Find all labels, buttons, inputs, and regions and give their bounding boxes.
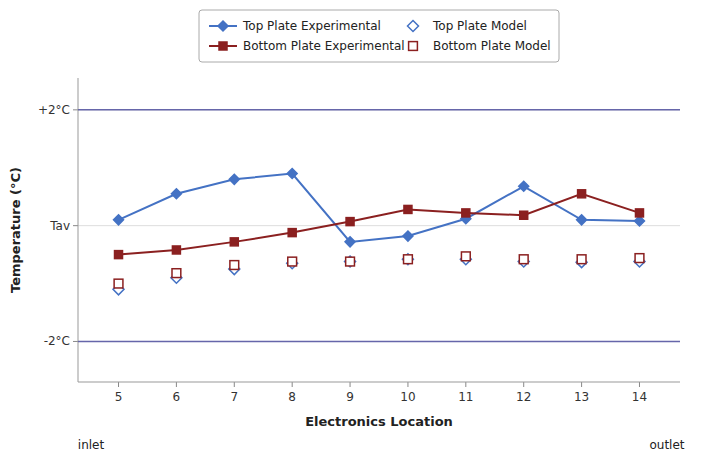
legend-entry: Top Plate Model <box>432 19 527 33</box>
x-tick <box>118 382 119 387</box>
legend-marker <box>409 42 418 51</box>
annotation: outlet <box>649 438 684 452</box>
x-tick <box>581 382 582 387</box>
legend: Top Plate Experimental Bottom Plate Exper… <box>199 10 559 62</box>
grid-line <box>78 341 680 342</box>
legend-marker <box>219 42 227 50</box>
point <box>346 218 354 226</box>
point <box>520 211 528 219</box>
x-tick <box>639 382 640 387</box>
point <box>577 255 586 264</box>
chart: +2°C Tav -2°C 5 6 7 8 9 10 11 12 13 14 Electronics Lo… <box>0 0 702 459</box>
x-axis <box>78 382 680 383</box>
point <box>345 256 356 267</box>
x-tick <box>407 382 408 387</box>
point <box>171 189 181 199</box>
y-axis <box>78 78 79 382</box>
point <box>345 237 355 247</box>
point <box>462 209 470 217</box>
point <box>229 174 239 184</box>
series <box>115 190 644 259</box>
reference-line <box>78 109 680 111</box>
x-tick-label: 5 <box>115 390 123 404</box>
point <box>288 229 296 237</box>
legend-box <box>199 10 559 62</box>
point <box>115 251 123 259</box>
legend-marker <box>408 21 419 32</box>
point <box>287 169 297 179</box>
x-tick-label: 8 <box>288 390 296 404</box>
point <box>230 238 238 246</box>
y-tick-label: +2°C <box>38 103 70 117</box>
x-tick <box>234 382 235 387</box>
point <box>346 257 355 266</box>
annotation: inlet <box>78 438 105 452</box>
x-tick <box>176 382 177 387</box>
point <box>519 255 528 264</box>
series <box>113 254 645 295</box>
point <box>578 190 586 198</box>
y-tick-label: -2°C <box>44 334 70 348</box>
x-tick <box>292 382 293 387</box>
point <box>114 279 123 288</box>
x-tick <box>465 382 466 387</box>
x-tick-label: 14 <box>632 390 647 404</box>
point <box>404 255 413 264</box>
point <box>287 258 298 269</box>
y-axis-label: Temperature (°C) <box>8 167 23 293</box>
point <box>402 254 413 265</box>
series <box>114 169 645 247</box>
x-tick-label: 10 <box>400 390 415 404</box>
x-tick-label: 6 <box>173 390 181 404</box>
point <box>404 205 412 213</box>
x-tick-label: 9 <box>346 390 354 404</box>
grid-line <box>78 109 680 110</box>
y-tick <box>73 225 78 226</box>
point <box>403 231 413 241</box>
point <box>288 257 297 266</box>
point <box>230 261 239 270</box>
point <box>461 252 470 261</box>
series-line <box>119 174 640 242</box>
point <box>519 181 529 191</box>
legend-entry: Bottom Plate Experimental <box>243 39 405 53</box>
x-tick-label: 7 <box>230 390 238 404</box>
x-tick-label: 12 <box>516 390 531 404</box>
legend-entry: Top Plate Experimental <box>242 19 381 33</box>
point <box>635 209 643 217</box>
y-tick-label: Tav <box>49 219 70 233</box>
x-tick <box>350 382 351 387</box>
grid-line <box>78 225 680 226</box>
legend-marker <box>218 21 228 31</box>
point <box>114 215 124 225</box>
x-tick-label: 11 <box>458 390 473 404</box>
x-tick <box>523 382 524 387</box>
point <box>172 246 180 254</box>
legend-entry: Bottom Plate Model <box>433 39 551 53</box>
x-axis-label: Electronics Location <box>305 414 453 429</box>
reference-line <box>78 341 680 343</box>
point <box>577 215 587 225</box>
x-tick-label: 13 <box>574 390 589 404</box>
series <box>114 252 644 288</box>
y-tick <box>73 109 78 110</box>
y-tick <box>73 341 78 342</box>
point <box>172 269 181 278</box>
series-line <box>119 194 640 255</box>
plot-area <box>78 110 680 342</box>
point <box>635 254 644 263</box>
